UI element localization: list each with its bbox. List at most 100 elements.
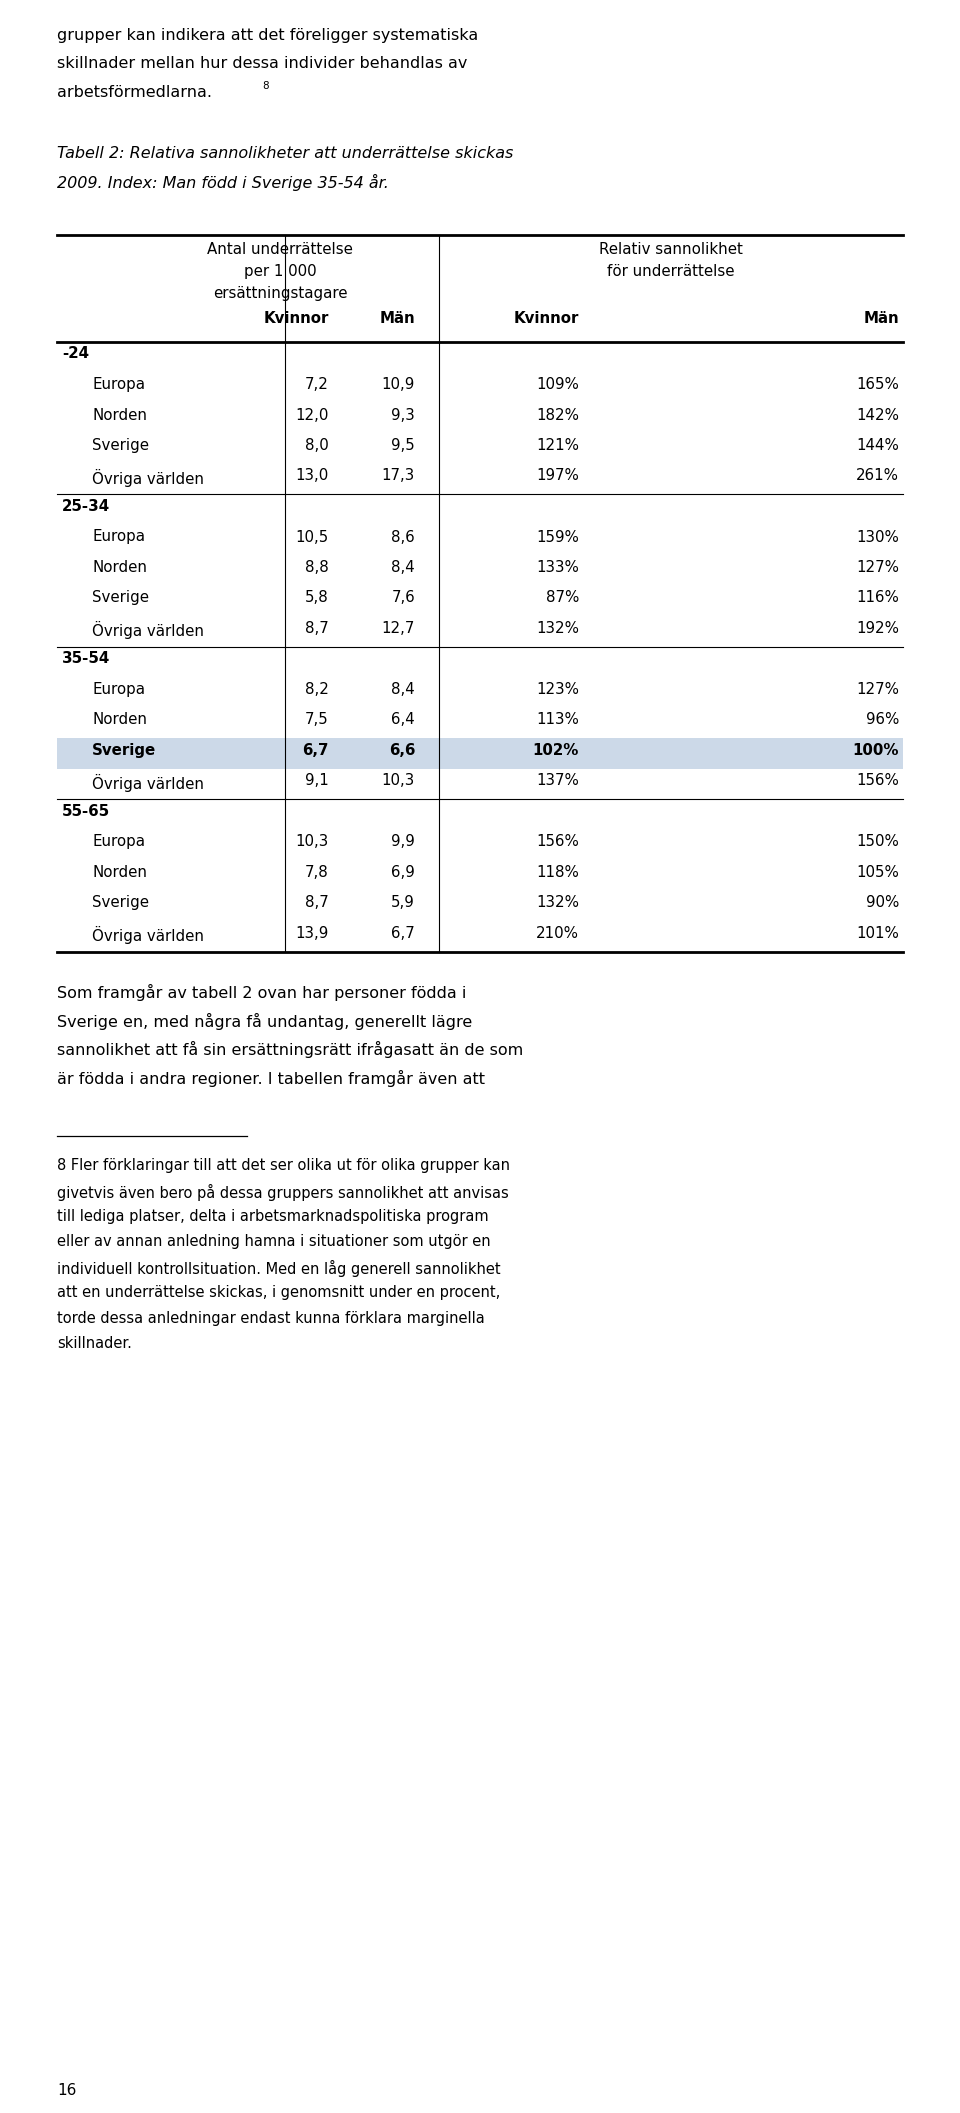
Text: Kvinnor: Kvinnor [264, 311, 329, 325]
Text: 156%: 156% [856, 773, 899, 788]
Text: 132%: 132% [536, 621, 579, 636]
Text: 132%: 132% [536, 896, 579, 911]
Text: arbetsförmedlarna.: arbetsförmedlarna. [57, 85, 212, 99]
Text: 9,5: 9,5 [392, 437, 415, 452]
Text: -24: -24 [62, 347, 89, 361]
Text: Antal underrättelse: Antal underrättelse [207, 241, 353, 256]
Text: ersättningstagare: ersättningstagare [213, 285, 348, 300]
Text: 105%: 105% [856, 864, 899, 879]
Text: Övriga världen: Övriga världen [92, 469, 204, 486]
Text: Norden: Norden [92, 864, 147, 879]
Text: eller av annan anledning hamna i situationer som utgör en: eller av annan anledning hamna i situati… [57, 1234, 491, 1249]
Text: Sverige: Sverige [92, 590, 149, 606]
Text: grupper kan indikera att det föreligger systematiska: grupper kan indikera att det föreligger … [57, 27, 478, 42]
Text: 9,1: 9,1 [305, 773, 329, 788]
Text: 127%: 127% [856, 682, 899, 697]
Text: Europa: Europa [92, 376, 145, 393]
Text: per 1 000: per 1 000 [244, 264, 317, 279]
Text: 102%: 102% [533, 744, 579, 759]
Text: 9,3: 9,3 [392, 408, 415, 423]
Text: 165%: 165% [856, 376, 899, 393]
Text: 6,7: 6,7 [302, 744, 329, 759]
Text: 96%: 96% [866, 712, 899, 727]
Text: 16: 16 [57, 2083, 77, 2098]
Text: 7,8: 7,8 [305, 864, 329, 879]
Text: 197%: 197% [536, 469, 579, 484]
Text: 10,9: 10,9 [382, 376, 415, 393]
Text: sannolikhet att få sin ersättningsrätt ifrågasatt än de som: sannolikhet att få sin ersättningsrätt i… [57, 1042, 523, 1059]
Text: 17,3: 17,3 [382, 469, 415, 484]
Text: 8,7: 8,7 [305, 896, 329, 911]
Text: 133%: 133% [536, 560, 579, 575]
Text: givetvis även bero på dessa gruppers sannolikhet att anvisas: givetvis även bero på dessa gruppers san… [57, 1183, 509, 1200]
Text: Norden: Norden [92, 712, 147, 727]
Text: Övriga världen: Övriga världen [92, 621, 204, 638]
Text: 156%: 156% [536, 835, 579, 849]
Text: att en underrättelse skickas, i genomsnitt under en procent,: att en underrättelse skickas, i genomsni… [57, 1285, 500, 1299]
Text: skillnader mellan hur dessa individer behandlas av: skillnader mellan hur dessa individer be… [57, 57, 468, 72]
Text: 150%: 150% [856, 835, 899, 849]
Text: 10,5: 10,5 [296, 530, 329, 545]
Text: 12,0: 12,0 [296, 408, 329, 423]
Text: Kvinnor: Kvinnor [514, 311, 579, 325]
Bar [57, 740, 903, 769]
Text: 7,6: 7,6 [392, 590, 415, 606]
Text: 2009. Index: Man född i Sverige 35-54 år.: 2009. Index: Man född i Sverige 35-54 år… [57, 173, 389, 190]
Text: Män: Män [379, 311, 415, 325]
Text: 261%: 261% [856, 469, 899, 484]
Text: 55-65: 55-65 [62, 805, 110, 820]
Text: 10,3: 10,3 [382, 773, 415, 788]
Text: 8: 8 [262, 80, 269, 91]
Text: 8,7: 8,7 [305, 621, 329, 636]
Text: Sverige: Sverige [92, 437, 149, 452]
Text: 12,7: 12,7 [382, 621, 415, 636]
Text: torde dessa anledningar endast kunna förklara marginella: torde dessa anledningar endast kunna för… [57, 1310, 485, 1327]
Text: 130%: 130% [856, 530, 899, 545]
Text: 8,2: 8,2 [305, 682, 329, 697]
Text: Sverige: Sverige [92, 896, 149, 911]
Text: 25-34: 25-34 [62, 499, 110, 513]
Text: Norden: Norden [92, 560, 147, 575]
Text: Sverige en, med några få undantag, generellt lägre: Sverige en, med några få undantag, gener… [57, 1012, 472, 1029]
Text: är födda i andra regioner. I tabellen framgår även att: är födda i andra regioner. I tabellen fr… [57, 1069, 485, 1086]
Text: Europa: Europa [92, 835, 145, 849]
Text: individuell kontrollsituation. Med en låg generell sannolikhet: individuell kontrollsituation. Med en lå… [57, 1259, 500, 1276]
Text: 7,2: 7,2 [305, 376, 329, 393]
Text: 144%: 144% [856, 437, 899, 452]
Text: 101%: 101% [856, 925, 899, 940]
Text: 109%: 109% [536, 376, 579, 393]
Text: 8,6: 8,6 [392, 530, 415, 545]
Text: Relativ sannolikhet: Relativ sannolikhet [599, 241, 743, 256]
Text: 118%: 118% [536, 864, 579, 879]
Text: 9,9: 9,9 [392, 835, 415, 849]
Text: för underrättelse: för underrättelse [608, 264, 734, 279]
Text: Sverige: Sverige [92, 744, 156, 759]
Text: till lediga platser, delta i arbetsmarknadspolitiska program: till lediga platser, delta i arbetsmarkn… [57, 1209, 489, 1223]
Text: 7,5: 7,5 [305, 712, 329, 727]
Text: Män: Män [863, 311, 899, 325]
Text: Europa: Europa [92, 530, 145, 545]
Text: 192%: 192% [856, 621, 899, 636]
Text: 6,7: 6,7 [392, 925, 415, 940]
Text: Tabell 2: Relativa sannolikheter att underrättelse skickas: Tabell 2: Relativa sannolikheter att und… [57, 146, 514, 161]
Text: Övriga världen: Övriga världen [92, 773, 204, 792]
Text: Europa: Europa [92, 682, 145, 697]
Text: 5,9: 5,9 [392, 896, 415, 911]
Text: 8,4: 8,4 [392, 682, 415, 697]
Text: 121%: 121% [536, 437, 579, 452]
Text: 116%: 116% [856, 590, 899, 606]
Text: Norden: Norden [92, 408, 147, 423]
Text: 6,4: 6,4 [392, 712, 415, 727]
Text: 6,6: 6,6 [389, 744, 415, 759]
Text: 210%: 210% [536, 925, 579, 940]
Text: 90%: 90% [866, 896, 899, 911]
Text: 13,0: 13,0 [296, 469, 329, 484]
Text: Övriga världen: Övriga världen [92, 925, 204, 945]
Text: 8,0: 8,0 [305, 437, 329, 452]
Text: 5,8: 5,8 [305, 590, 329, 606]
Text: 10,3: 10,3 [296, 835, 329, 849]
Text: 8 Fler förklaringar till att det ser olika ut för olika grupper kan: 8 Fler förklaringar till att det ser oli… [57, 1158, 510, 1173]
Text: 87%: 87% [545, 590, 579, 606]
Text: 159%: 159% [536, 530, 579, 545]
Text: 127%: 127% [856, 560, 899, 575]
